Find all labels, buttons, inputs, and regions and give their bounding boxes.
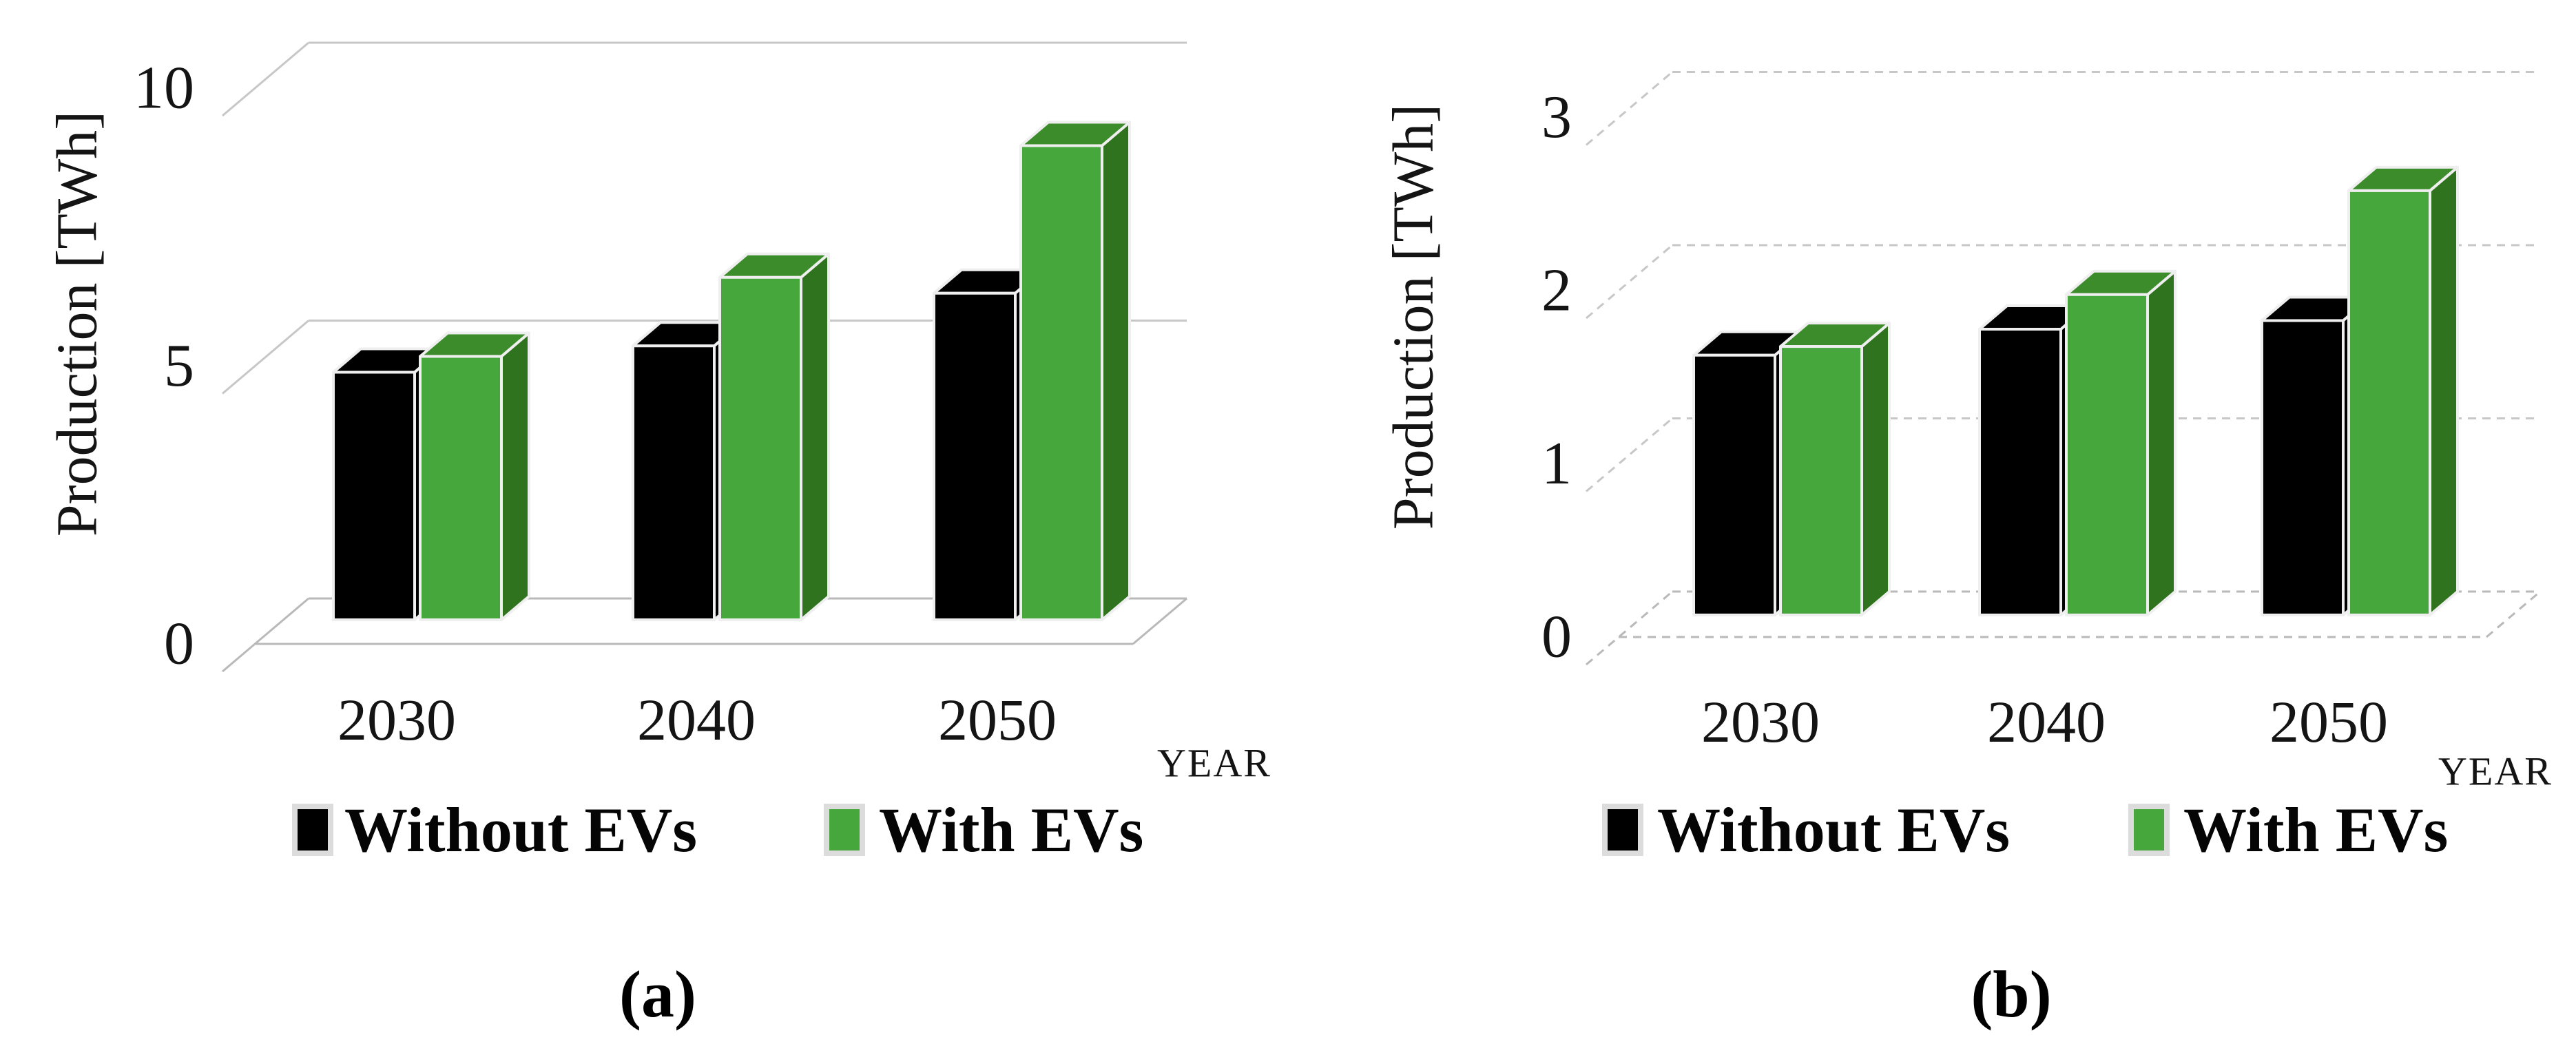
bar-side-face <box>1860 322 1891 616</box>
chart-a-canvas: 0 5 10 Production [TWh] 2030 2040 2050 YEAR With… <box>45 41 1271 865</box>
bar-front-face <box>1019 144 1103 621</box>
bar-side-face <box>800 252 830 621</box>
bar-front-face <box>419 355 503 621</box>
y-axis-title: Production [TWh] <box>45 111 110 536</box>
legend-label-without-evs: Without EVs <box>344 795 697 865</box>
bar-front-face <box>332 371 416 621</box>
legend-label-with-evs: With EVs <box>879 795 1143 865</box>
gridline-leader <box>222 320 309 395</box>
y-tick-label: 2 <box>1541 258 1572 324</box>
x-category-label: 2040 <box>1987 689 2106 755</box>
y-tick-label: 10 <box>134 55 194 122</box>
gridline-leader <box>1586 417 1673 492</box>
legend-swatch-with-evs <box>2128 804 2170 856</box>
caption-a: (a) <box>619 957 696 1031</box>
bar-front-face <box>933 291 1017 621</box>
x-category-label: 2030 <box>1701 689 1820 755</box>
bar-side-face <box>2146 269 2177 616</box>
bar-with-evs-2030 <box>1779 322 1891 616</box>
bar-front-face <box>1779 345 1863 616</box>
legend-swatch-with-evs <box>824 804 865 856</box>
y-tick-label: 0 <box>164 611 194 678</box>
bar-front-face <box>1978 328 2062 616</box>
chart-b: 0 1 2 3 Production [TWh] 2030 2040 2050 YEAR With… <box>1288 0 2576 1064</box>
y-tick-label: 5 <box>164 333 194 399</box>
floor-left-edge <box>222 597 309 673</box>
gridline-leader <box>1586 71 1673 146</box>
legend-label-with-evs: With EVs <box>2183 795 2448 865</box>
bar-with-evs-2030 <box>419 331 530 621</box>
gridline-leader <box>222 41 309 117</box>
bar-front-face <box>632 344 716 621</box>
y-tick-label: 1 <box>1541 430 1572 497</box>
bar-front-face <box>718 275 802 621</box>
bar-with-evs-2040 <box>2065 269 2177 616</box>
bar-with-evs-2050 <box>1019 121 1131 621</box>
legend-swatch-without-evs <box>292 804 333 856</box>
x-axis-title: YEAR <box>1157 741 1271 786</box>
bar-front-face <box>2065 293 2149 616</box>
legend-label-without-evs: Without EVs <box>1657 795 2010 865</box>
x-category-label: 2050 <box>2269 689 2388 755</box>
gridline-leader <box>1586 244 1673 320</box>
floor-left-edge <box>1586 590 1673 666</box>
y-tick-label: 0 <box>1541 604 1572 671</box>
bar-side-face <box>2429 165 2459 616</box>
x-axis-title: YEAR <box>2438 749 2553 794</box>
bar-side-face <box>500 331 530 621</box>
y-tick-label: 3 <box>1541 84 1572 151</box>
chart-a: 0 5 10 Production [TWh] 2030 2040 2050 YEAR With… <box>45 41 1271 865</box>
y-axis-title: Production [TWh] <box>1382 104 1446 530</box>
x-category-label: 2030 <box>337 687 456 753</box>
x-category-label: 2040 <box>637 687 756 753</box>
legend-swatch-without-evs <box>1602 804 1643 856</box>
caption-b: (b) <box>1971 957 2052 1031</box>
bar-with-evs-2040 <box>718 252 830 621</box>
floor-right-edge <box>2486 590 2541 638</box>
bar-with-evs-2050 <box>2347 165 2459 616</box>
bar-front-face <box>2261 319 2345 616</box>
x-category-label: 2050 <box>938 687 1057 753</box>
bar-side-face <box>1101 121 1131 621</box>
bar-front-face <box>2347 189 2431 616</box>
floor-right-edge <box>1132 597 1187 645</box>
bar-front-face <box>1692 353 1776 616</box>
